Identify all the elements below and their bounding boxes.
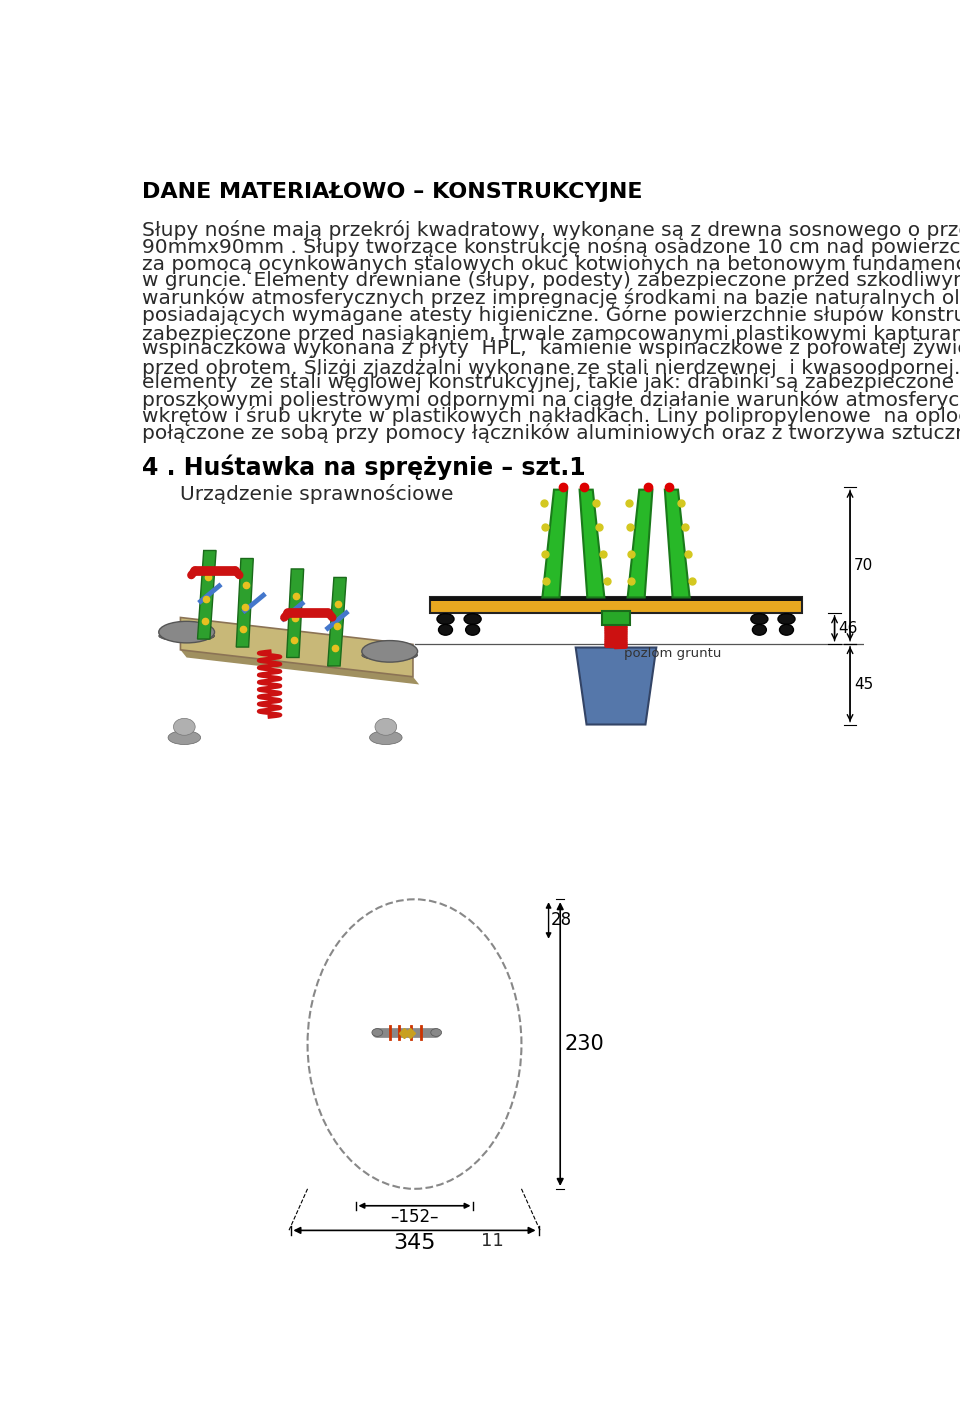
Text: 70: 70 [854,558,874,572]
Ellipse shape [780,624,794,635]
Text: 28: 28 [551,911,572,930]
Ellipse shape [168,731,201,745]
Text: zabezpieczone przed nasiąkaniem, trwale zamocowanymi plastikowymi kapturami. Ści: zabezpieczone przed nasiąkaniem, trwale … [142,322,960,345]
Polygon shape [180,649,420,685]
Ellipse shape [158,631,214,641]
Text: 11: 11 [481,1232,503,1250]
Polygon shape [665,490,689,598]
Text: 90mmx90mm . Słupy tworzące konstrukcję nośną osadzone 10 cm nad powierzchnią gru: 90mmx90mm . Słupy tworzące konstrukcję n… [142,238,960,258]
Polygon shape [576,648,657,725]
Ellipse shape [753,624,766,635]
Polygon shape [236,558,253,646]
Text: 45: 45 [854,676,874,692]
Text: 345: 345 [394,1233,436,1253]
Text: 4 . Huśtawka na sprężynie – szt.1: 4 . Huśtawka na sprężynie – szt.1 [142,454,586,480]
Ellipse shape [437,614,454,624]
Ellipse shape [431,1028,442,1037]
Text: elementy  ze stali węglowej konstrukcyjnej, takie jak: drabinki są zabezpieczone: elementy ze stali węglowej konstrukcyjne… [142,373,960,392]
Ellipse shape [372,1028,383,1037]
Ellipse shape [174,718,195,735]
Polygon shape [287,570,303,658]
Polygon shape [180,618,413,676]
Polygon shape [542,490,567,598]
Text: DANE MATERIAŁOWO – KONSTRUKCYJNE: DANE MATERIAŁOWO – KONSTRUKCYJNE [142,182,642,202]
Polygon shape [628,490,653,598]
Text: wspinaczkowa wykonana z płyty  HPL,  kamienie wspinaczkowe z porowatej żywicy , : wspinaczkowa wykonana z płyty HPL, kamie… [142,339,960,357]
Polygon shape [198,551,216,639]
Bar [602,611,630,625]
Text: 230: 230 [564,1034,605,1054]
Ellipse shape [158,621,214,642]
Text: –152–: –152– [391,1208,439,1226]
Text: Słupy nośne mają przekrój kwadratowy, wykonane są z drewna sosnowego o przekroju: Słupy nośne mają przekrój kwadratowy, wy… [142,221,960,241]
Ellipse shape [439,624,452,635]
Text: za pomocą ocynkowanych stalowych okuć kotwionych na betonowym fundamencie min 60: za pomocą ocynkowanych stalowych okuć ko… [142,253,960,273]
Bar [430,598,802,612]
Ellipse shape [464,614,481,624]
Ellipse shape [375,718,396,735]
Text: 46: 46 [838,621,858,635]
Text: wkrętów i śrub ukryte w plastikowych nakładkach. Liny polipropylenowe  na oploci: wkrętów i śrub ukryte w plastikowych nak… [142,406,960,427]
Ellipse shape [370,731,402,745]
Ellipse shape [362,641,418,662]
Ellipse shape [751,614,768,624]
Text: w gruncie. Elementy drewniane (słupy, podesty) zabezpieczone przed szkodliwym wp: w gruncie. Elementy drewniane (słupy, po… [142,271,960,290]
Ellipse shape [778,614,795,624]
Bar [430,597,802,601]
Text: przed obrotem. Ślizġi zjazdżalni wykonane ze stali nierdzewnej  i kwasoodpornej.: przed obrotem. Ślizġi zjazdżalni wykonan… [142,356,960,379]
Text: proszkowymi poliestrowymi odpornymi na ciągłe działanie warunków atmosferycznych: proszkowymi poliestrowymi odpornymi na c… [142,390,960,410]
Ellipse shape [466,624,480,635]
Text: połączone ze sobą przy pomocy łączników aluminiowych oraz z tworzywa sztucznego.: połączone ze sobą przy pomocy łączników … [142,423,960,443]
Text: posiadających wymagane atesty higieniczne. Górne powierzchnie słupów konstrukcyj: posiadających wymagane atesty higieniczn… [142,305,960,325]
Polygon shape [327,578,347,666]
Polygon shape [580,490,605,598]
Ellipse shape [362,649,418,661]
Text: pozlom gruntu: pozlom gruntu [624,646,721,659]
Text: warunków atmosferycznych przez impregnację środkami na bazie naturalnych olejów : warunków atmosferycznych przez impregnac… [142,288,960,308]
Text: Urządzenie sprawnościowe: Urządzenie sprawnościowe [180,484,454,504]
